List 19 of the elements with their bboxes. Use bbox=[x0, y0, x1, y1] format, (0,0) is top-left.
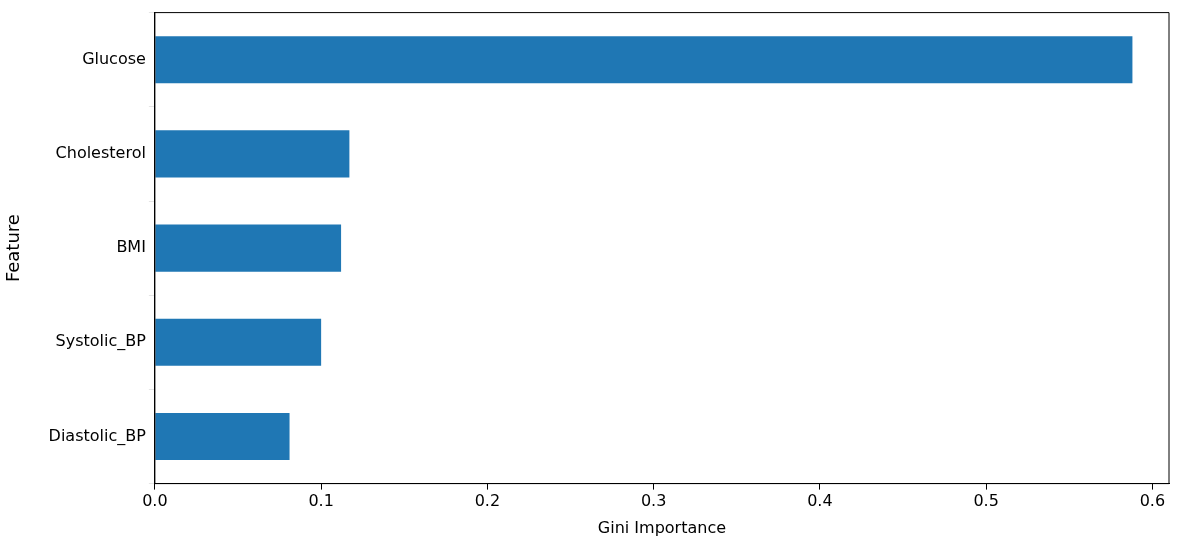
y-tick-label: Diastolic_BP bbox=[48, 425, 147, 446]
y-tick-label: Cholesterol bbox=[55, 143, 146, 163]
x-tick-label: 0.3 bbox=[640, 491, 667, 511]
y-axis-title: Feature bbox=[2, 214, 24, 283]
bar bbox=[155, 36, 1133, 84]
x-tick-label: 0.0 bbox=[142, 491, 168, 511]
bar bbox=[155, 318, 322, 366]
bar bbox=[155, 412, 290, 461]
x-tick-label: 0.1 bbox=[308, 491, 334, 511]
bar bbox=[155, 130, 350, 178]
x-axis-title: Gini Importance bbox=[597, 517, 727, 537]
x-tick-label: 0.4 bbox=[807, 491, 833, 511]
x-tick-label: 0.2 bbox=[474, 491, 501, 511]
x-tick-label: 0.6 bbox=[1139, 491, 1166, 511]
x-tick-label: 0.5 bbox=[973, 491, 999, 511]
y-tick-label: Glucose bbox=[82, 48, 146, 68]
y-tick-label: Systolic_BP bbox=[55, 331, 147, 352]
bar bbox=[155, 224, 342, 272]
y-tick-label: BMI bbox=[116, 237, 146, 257]
